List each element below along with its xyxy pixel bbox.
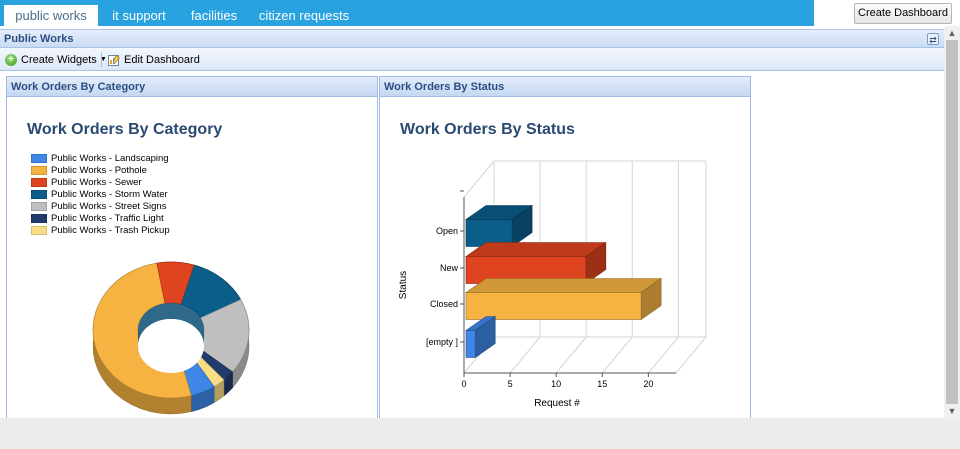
y-tick-label: New <box>440 263 459 273</box>
tab-bar: public works it support facilities citiz… <box>0 0 814 26</box>
x-tick-label: 0 <box>461 379 466 389</box>
tab-it-support[interactable]: it support <box>104 5 174 26</box>
donut-hole <box>138 319 204 373</box>
y-axis-title: Status <box>398 271 409 299</box>
x-tick-label: 20 <box>643 379 653 389</box>
scroll-up-icon[interactable]: ▲ <box>944 26 960 40</box>
create-dashboard-button[interactable]: Create Dashboard <box>854 3 952 24</box>
refresh-icon[interactable]: ⇄ <box>927 33 939 45</box>
dashboard-title: Public Works <box>4 31 73 47</box>
tab-citizen-requests[interactable]: citizen requests <box>254 5 354 26</box>
dashboard-content: Public Works ⇄ + Create Widgets ▼ Edit D… <box>0 26 944 418</box>
gridline <box>464 161 494 197</box>
status-bar-chart: 0 5 10 15 20 Open New Closed [empty ] Request # St… <box>380 77 750 418</box>
create-widgets-label: Create Widgets <box>21 52 97 68</box>
widget-work-orders-by-category: Work Orders By Category Work Orders By C… <box>6 76 378 418</box>
x-axis-title: Request # <box>534 398 580 409</box>
tab-facilities[interactable]: facilities <box>184 5 244 26</box>
gridline <box>510 337 540 373</box>
page-footer <box>0 418 960 449</box>
gridline <box>602 337 632 373</box>
y-tick-label: Open <box>436 226 458 236</box>
create-widgets-button[interactable]: + Create Widgets ▼ <box>5 52 107 68</box>
widget-work-orders-by-status: Work Orders By Status Work Orders By Sta… <box>379 76 751 418</box>
y-tick-label: [empty ] <box>426 337 458 347</box>
x-tick-label: 15 <box>597 379 607 389</box>
scroll-down-icon[interactable]: ▼ <box>944 404 960 418</box>
dashboard-header: Public Works ⇄ <box>0 29 944 48</box>
bar-top <box>466 279 661 293</box>
x-tick-label: 5 <box>508 379 513 389</box>
scrollbar-thumb[interactable] <box>946 40 958 404</box>
edit-icon <box>108 54 120 66</box>
bar-top <box>466 243 606 257</box>
edit-dashboard-label: Edit Dashboard <box>124 52 200 68</box>
bar[interactable] <box>466 331 475 358</box>
edit-dashboard-button[interactable]: Edit Dashboard <box>108 52 200 68</box>
category-donut-chart <box>7 77 377 418</box>
gridline <box>676 337 706 373</box>
gridline <box>648 337 678 373</box>
dashboard-toolbar: + Create Widgets ▼ Edit Dashboard <box>0 48 944 71</box>
x-tick-label: 10 <box>551 379 561 389</box>
gridline <box>556 337 586 373</box>
plus-icon: + <box>5 54 17 66</box>
bar[interactable] <box>466 293 641 320</box>
toolbar-divider <box>101 52 102 67</box>
vertical-scrollbar[interactable]: ▲ ▼ <box>944 26 960 418</box>
y-tick-label: Closed <box>430 299 458 309</box>
tab-public-works[interactable]: public works <box>4 5 98 26</box>
